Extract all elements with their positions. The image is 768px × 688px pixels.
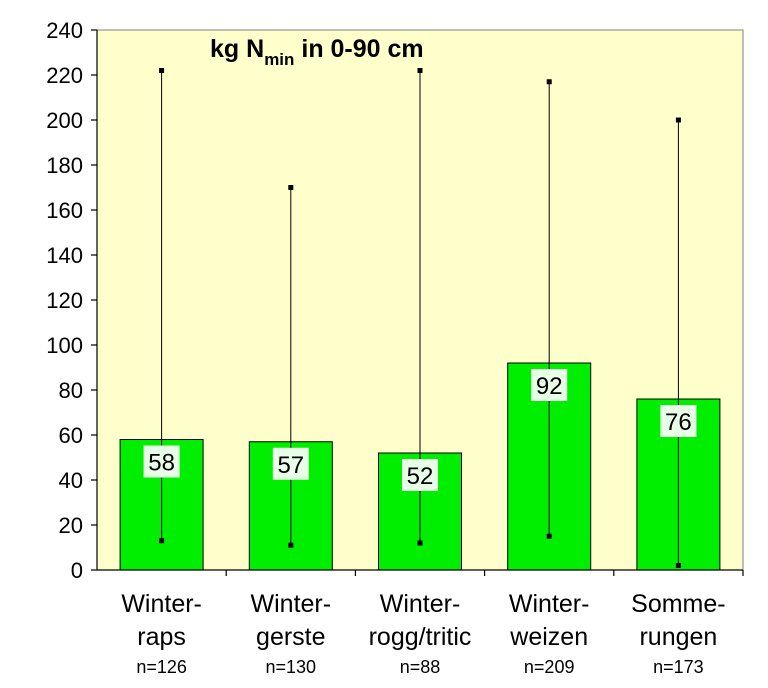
min-marker (159, 538, 165, 544)
min-marker (675, 563, 681, 568)
y-tick-label: 160 (46, 198, 83, 223)
y-tick-label: 60 (59, 423, 83, 448)
bars: 58 57 52 92 76 (119, 68, 721, 571)
data-label: 52 (407, 463, 434, 490)
sample-size-label: n=173 (653, 657, 704, 677)
x-category-label-line2: gerste (256, 623, 325, 651)
x-category-label-line1: Somme- (631, 590, 725, 618)
sample-size-label: n=130 (266, 657, 317, 677)
min-marker (288, 542, 294, 548)
max-marker (546, 79, 552, 85)
y-tick-label: 100 (46, 333, 83, 358)
x-category-label-line1: Winter- (121, 590, 202, 618)
sample-size-label: n=209 (524, 657, 575, 677)
data-label: 76 (665, 409, 692, 436)
y-tick-label: 80 (59, 378, 83, 403)
min-marker (417, 540, 423, 546)
max-marker (159, 68, 165, 73)
chart-title: kg Nmin in 0-90 cm (210, 35, 424, 69)
x-category-label-line2: raps (137, 623, 186, 651)
x-axis: Winter-raps n=126 Winter-gerste n=130 Winter… (97, 569, 744, 677)
title-subscript: min (264, 50, 294, 69)
max-marker (675, 117, 681, 123)
sample-size-label: n=88 (400, 657, 441, 677)
data-label-box (272, 447, 309, 480)
data-label: 92 (536, 373, 563, 400)
min-marker (546, 533, 552, 539)
x-category-label-line1: Winter- (509, 590, 590, 618)
data-label-box (402, 459, 438, 491)
y-tick-label: 220 (46, 63, 83, 88)
x-category-label-line1: Winter- (251, 590, 332, 618)
y-tick-label: 140 (46, 243, 83, 268)
x-category-label-line2: weizen (509, 623, 588, 651)
y-tick-label: 180 (46, 153, 83, 178)
y-tick-label: 200 (46, 108, 83, 133)
x-category-label-line2: rungen (639, 623, 717, 651)
data-label-box (660, 405, 697, 437)
y-tick-label: 120 (46, 288, 83, 313)
y-axis: 0 20 40 60 80 100 120 140 160 180 200 220 240 (46, 18, 98, 583)
max-marker (417, 68, 423, 73)
y-tick-label: 40 (59, 468, 83, 493)
title-rest: in 0-90 cm (294, 35, 423, 63)
y-tick-label: 0 (71, 558, 83, 583)
y-tick-label: 20 (59, 513, 83, 538)
data-label-box (143, 445, 180, 478)
x-category-label-line2: rogg/tritic (369, 623, 472, 651)
max-marker (288, 185, 294, 190)
sample-size-label: n=126 (136, 657, 187, 677)
data-label-box (531, 369, 568, 401)
data-label: 58 (148, 450, 175, 477)
title-main: kg N (210, 35, 264, 63)
data-label: 57 (277, 452, 304, 479)
y-tick-label: 240 (46, 18, 83, 43)
x-category-label-line1: Winter- (380, 590, 461, 618)
